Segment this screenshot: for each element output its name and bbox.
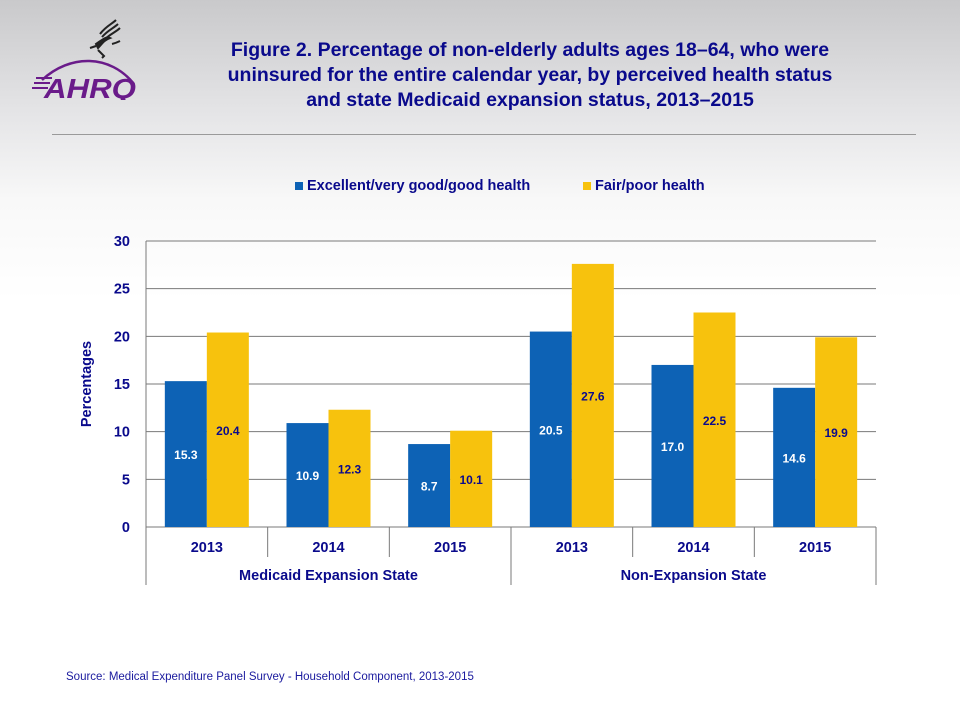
bar-good-health [408,444,451,527]
data-label: 14.6 [782,451,806,465]
bar-poor-health [815,337,858,527]
data-label: 17.0 [661,440,685,454]
bar-good-health [164,381,207,527]
y-tick-label: 15 [114,377,130,393]
bar-poor-health [328,409,371,527]
y-tick-label: 0 [122,520,130,536]
data-label: 10.9 [296,469,320,483]
data-label: 10.1 [459,473,483,487]
x-tick-label: 2014 [312,540,344,556]
bar-poor-health [571,263,614,527]
ahrq-speed-lines [32,77,52,89]
y-tick-label: 30 [114,234,130,250]
x-tick-label: 2015 [434,540,466,556]
legend-label-poor-health: Fair/poor health [595,178,705,194]
y-tick-label: 5 [122,472,130,488]
legend-swatch-good-health [295,182,303,190]
data-label: 20.4 [216,424,240,438]
chart-title: Figure 2. Percentage of non-elderly adul… [227,39,833,111]
legend-item-poor-health: Fair/poor health [583,178,705,194]
group-label: Non-Expansion State [621,568,767,584]
bar-good-health [773,387,816,527]
bar-good-health [286,423,329,527]
bar-good-health [651,364,694,527]
ahrq-wordmark: AHRQ [43,73,136,100]
bar-poor-health [450,430,493,527]
x-tick-label: 2015 [799,540,831,556]
data-label: 8.7 [421,480,438,494]
group-label: Medicaid Expansion State [239,568,418,584]
ahrq-logo: AHRQ [30,10,150,104]
data-label: 12.3 [338,462,362,476]
x-tick-label: 2014 [677,540,709,556]
legend: Excellent/very good/good health Fair/poo… [0,178,960,198]
x-tick-label: 2013 [556,540,588,556]
y-tick-label: 25 [114,282,130,298]
bar-poor-health [206,332,249,527]
ahrq-arc [41,59,135,85]
title-divider [52,134,916,135]
source-note: Source: Medical Expenditure Panel Survey… [66,671,474,683]
data-label: 22.5 [703,414,727,428]
legend-swatch-poor-health [583,182,591,190]
bar-poor-health [693,312,736,527]
legend-label-good-health: Excellent/very good/good health [307,178,531,194]
data-label: 27.6 [581,389,605,403]
legend-item-good-health: Excellent/very good/good health [295,178,530,194]
y-tick-label: 20 [114,329,130,345]
hhs-eagle-icon [89,19,121,59]
data-label: 20.5 [539,423,563,437]
data-label: 19.9 [824,426,848,440]
data-label: 15.3 [174,448,198,462]
y-tick-label: 10 [114,425,130,441]
y-axis-label: Percentages [79,341,95,427]
bar-good-health [529,331,572,527]
x-tick-label: 2013 [191,540,223,556]
